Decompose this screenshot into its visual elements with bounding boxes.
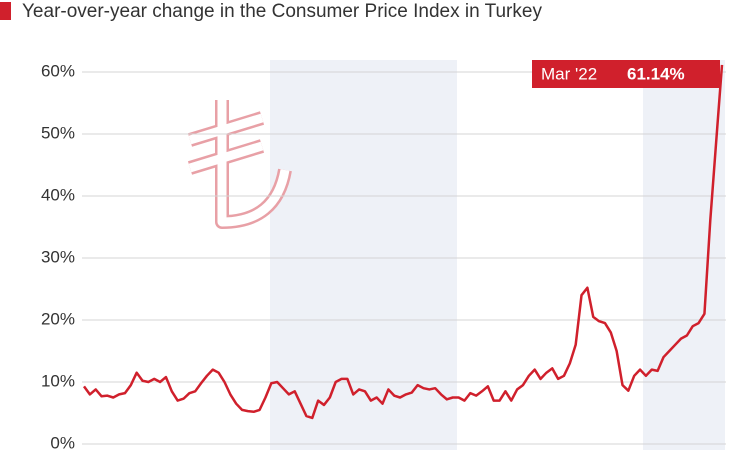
chart-title: Year-over-year change in the Consumer Pr…	[22, 1, 542, 22]
annotation: Mar '22 61.14%	[532, 60, 720, 88]
shaded-period	[270, 60, 457, 450]
annotation-value: 61.14%	[627, 64, 685, 83]
y-tick-label: 10%	[41, 371, 75, 390]
y-tick-label: 30%	[41, 247, 75, 266]
lira-icon	[187, 100, 292, 229]
grid: 0% 10% 20% 30% 40% 50% 60%	[41, 61, 726, 450]
annotation-date: Mar '22	[541, 64, 597, 83]
annotation-box	[532, 60, 720, 88]
y-tick-label: 40%	[41, 185, 75, 204]
y-tick-label: 60%	[41, 61, 75, 80]
line	[82, 64, 724, 420]
y-tick-label: 0%	[50, 433, 75, 450]
shaded-period	[643, 60, 725, 450]
plot	[82, 64, 724, 420]
y-tick-label: 50%	[41, 123, 75, 142]
y-tick-label: 20%	[41, 309, 75, 328]
title-marker	[0, 2, 11, 20]
